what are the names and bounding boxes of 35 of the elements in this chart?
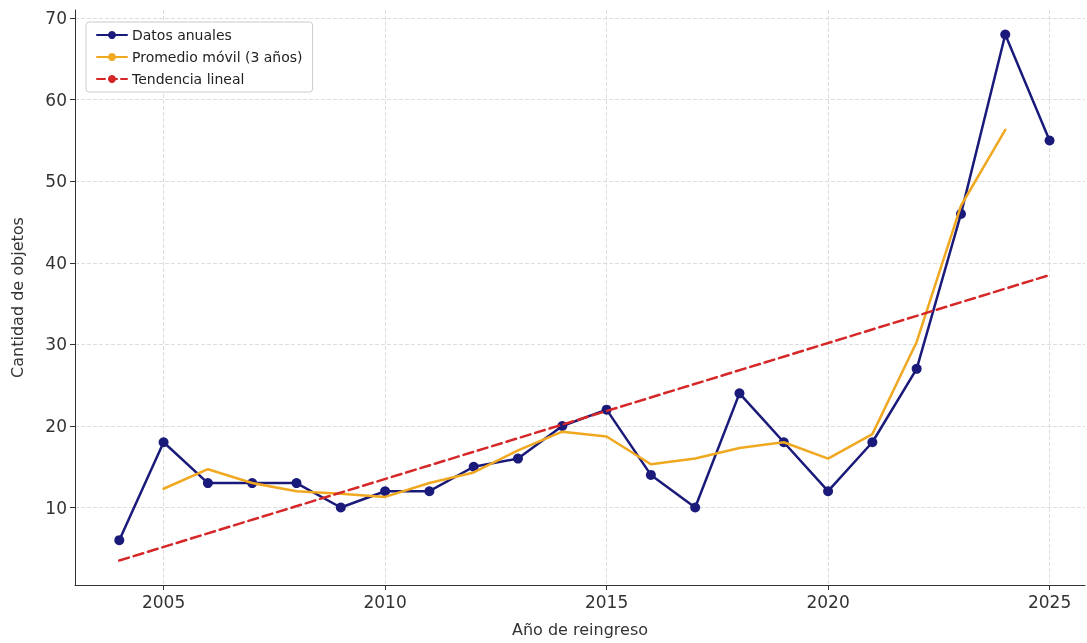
line-series [162, 128, 1007, 499]
x-tick-label: 2010 [363, 591, 407, 612]
x-tick-label: 2025 [1027, 591, 1072, 612]
point [468, 461, 479, 472]
point [114, 535, 125, 546]
legend-label: Datos anuales [132, 27, 232, 43]
point [690, 502, 701, 513]
x-tick-label: 2020 [806, 591, 850, 612]
point [512, 453, 523, 464]
x-axis-title: Año de reingreso [511, 619, 649, 639]
point [202, 478, 213, 489]
x-tick-label: 2005 [141, 591, 186, 612]
y-tick-label: 20 [45, 415, 67, 436]
point [1044, 135, 1055, 146]
y-axis-title: Cantidad de objetos [7, 217, 27, 378]
point [911, 363, 922, 374]
point [734, 388, 745, 399]
legend-label: Promedio móvil (3 años) [132, 49, 303, 65]
y-tick-label: 10 [45, 497, 67, 518]
y-tick-label: 40 [45, 252, 67, 273]
point [380, 486, 391, 497]
y-tick-label: 60 [45, 89, 67, 110]
y-tick-label: 70 [45, 8, 67, 29]
point [823, 486, 834, 497]
y-tick-label: 30 [45, 334, 67, 355]
point [424, 486, 435, 497]
point [158, 437, 169, 448]
y-tick-label: 50 [45, 171, 67, 192]
point [335, 502, 346, 513]
point [291, 478, 302, 489]
point [1000, 29, 1011, 40]
point [867, 437, 878, 448]
legend-label: Tendencia lineal [131, 71, 245, 87]
x-tick-label: 2015 [584, 591, 629, 612]
point [645, 469, 656, 480]
